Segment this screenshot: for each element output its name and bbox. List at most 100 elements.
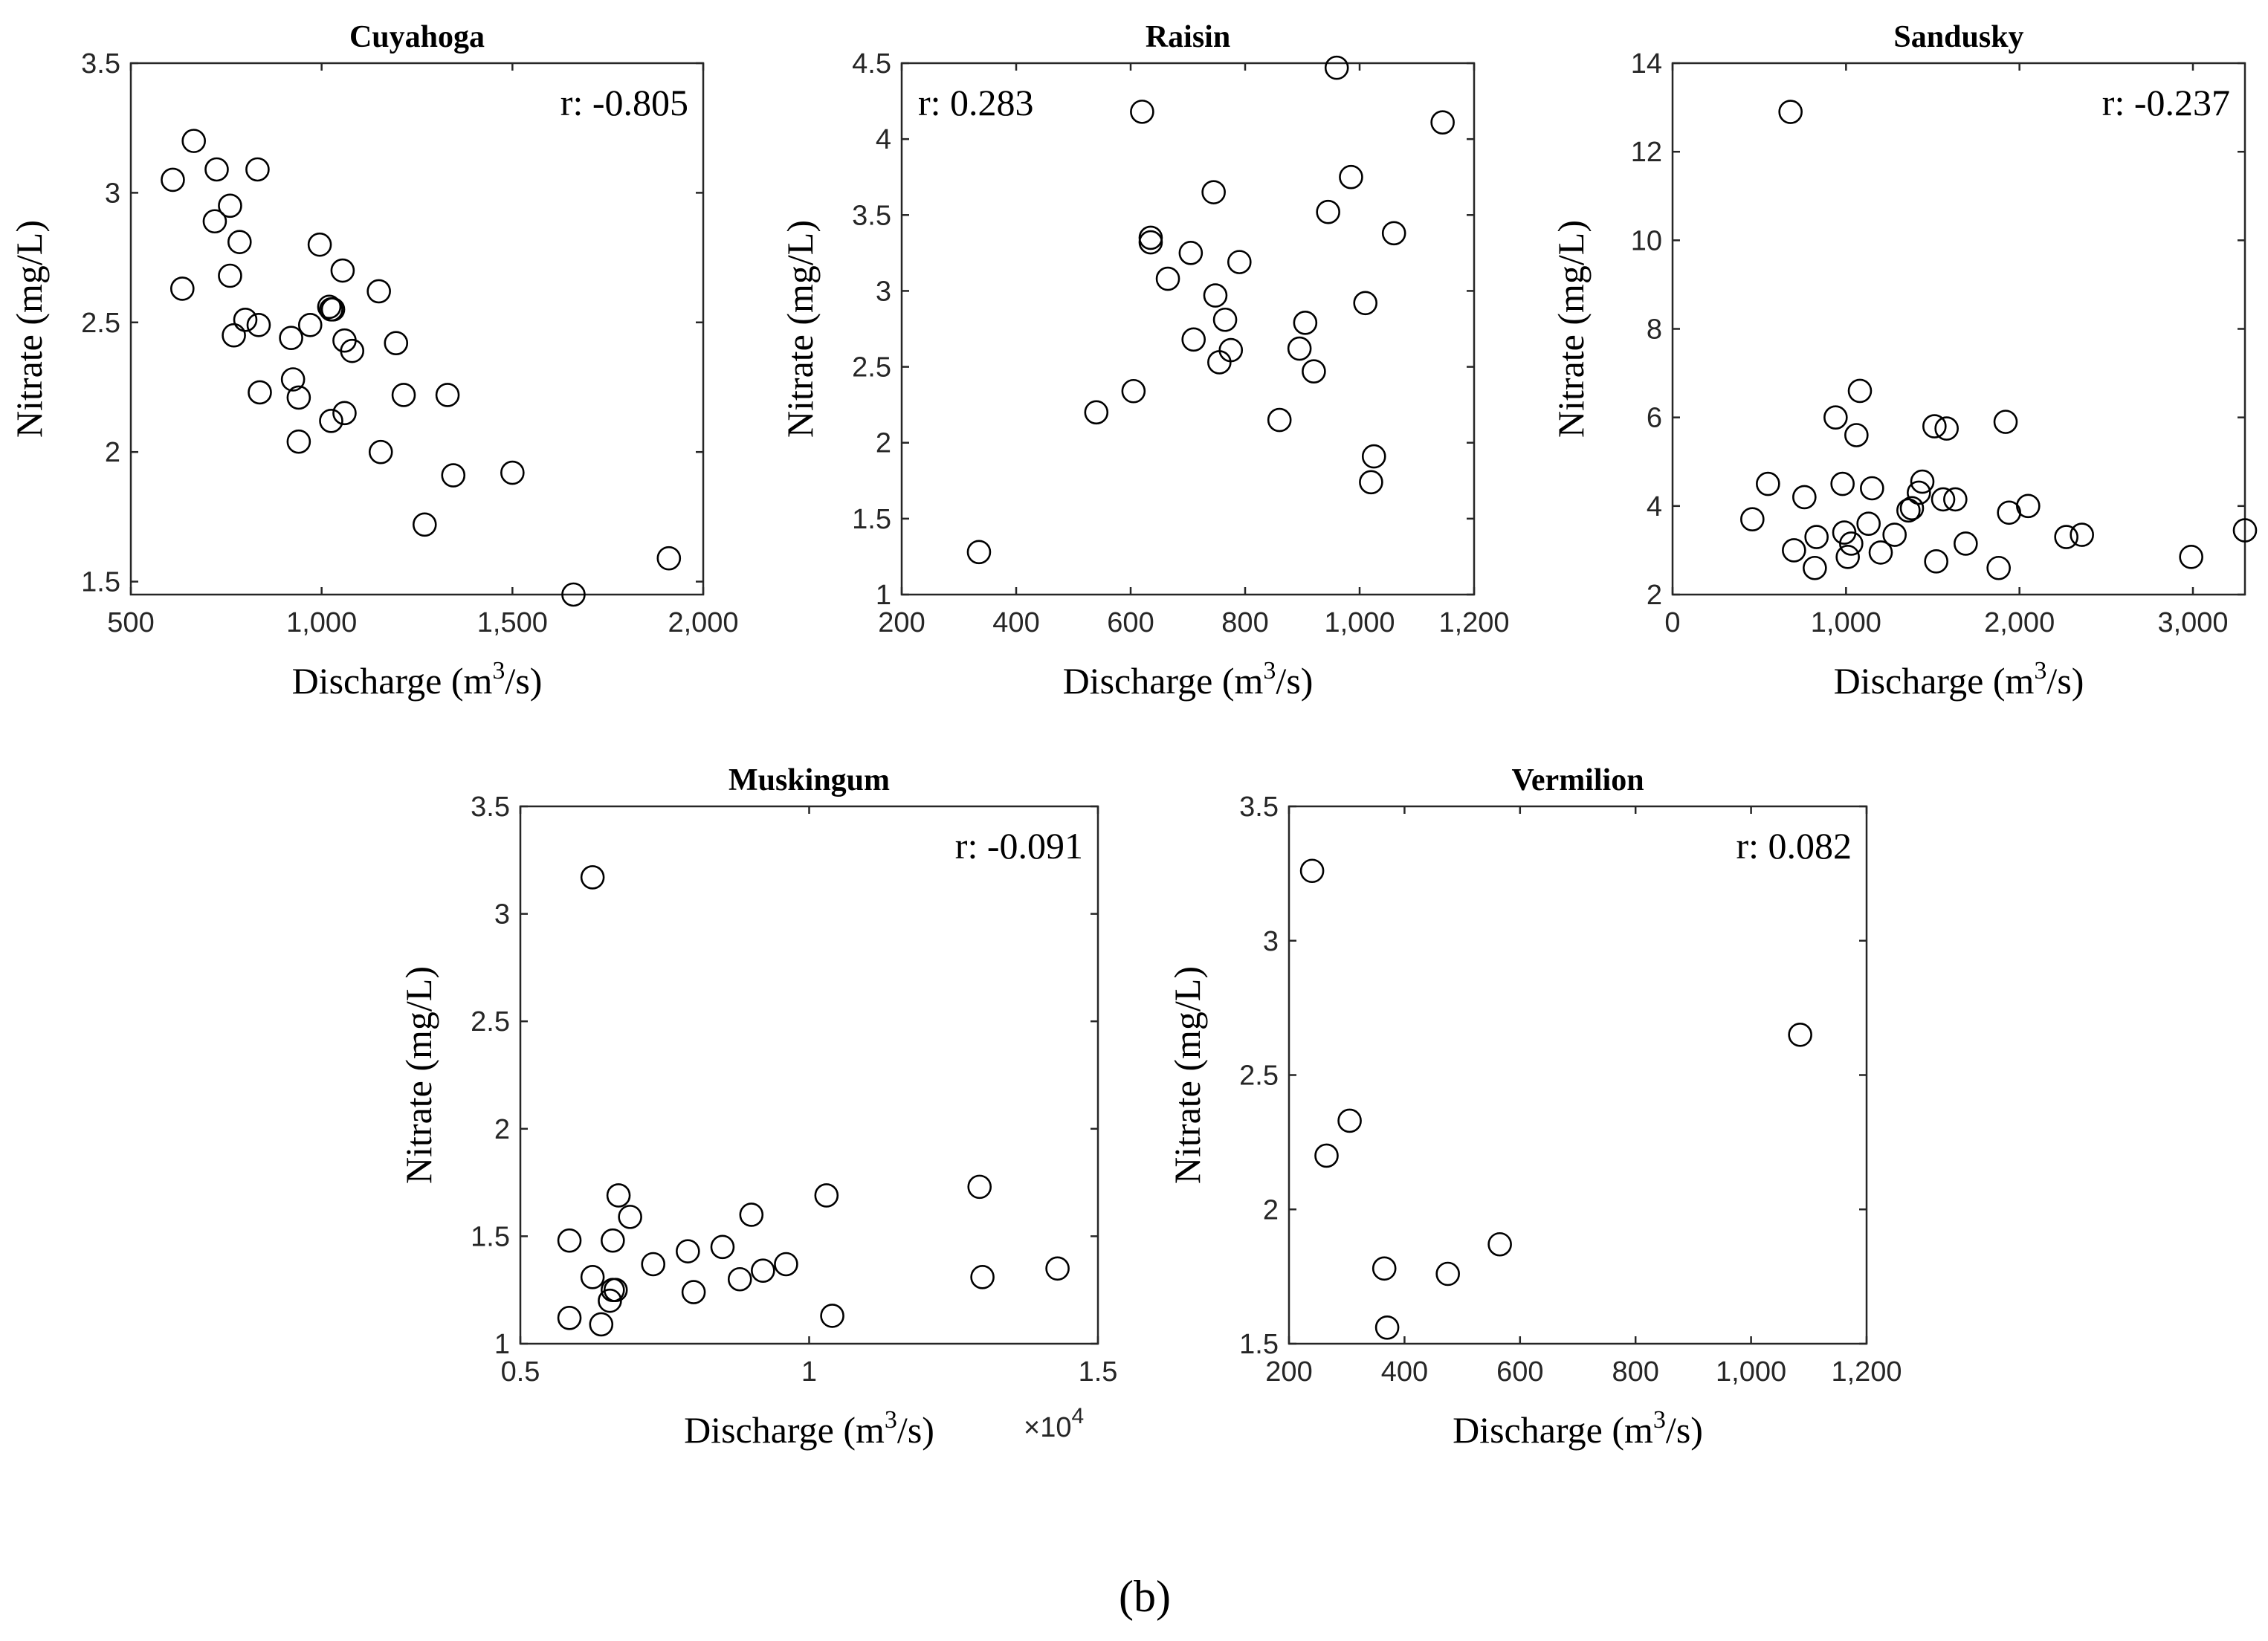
data-point xyxy=(2016,493,2041,519)
x-tick-label: 1,000 xyxy=(1716,1356,1786,1388)
data-point xyxy=(2232,518,2258,543)
correlation-label: r: -0.237 xyxy=(2102,82,2230,123)
data-point xyxy=(1993,410,2018,434)
x-axis-unit: (m xyxy=(442,660,492,702)
data-point xyxy=(1130,100,1154,124)
y-tick-label: 1 xyxy=(876,580,891,611)
x-axis-unit-end: /s) xyxy=(1276,660,1313,702)
data-point xyxy=(1372,1256,1397,1281)
data-point xyxy=(1138,230,1163,255)
plot-frame xyxy=(900,62,1476,596)
x-tick-label: 0 xyxy=(1664,607,1680,638)
x-tick-label: 500 xyxy=(107,607,154,638)
plot-frame xyxy=(519,805,1099,1345)
x-axis-unit-end: /s) xyxy=(2046,660,2084,702)
y-tick-label: 2.5 xyxy=(471,1006,510,1038)
x-axis-label-text: Discharge xyxy=(1063,660,1213,702)
chart-title: Sandusky xyxy=(1893,20,2023,54)
data-point xyxy=(2179,545,2203,569)
x-axis-label: Discharge (m3/s) xyxy=(1453,1406,1703,1451)
y-tick-label: 3.5 xyxy=(1239,792,1279,823)
data-point xyxy=(366,279,391,304)
data-point xyxy=(286,429,311,454)
data-point xyxy=(618,1205,642,1229)
data-point xyxy=(307,232,332,257)
y-axis-label: Nitrate (mg/L) xyxy=(779,220,821,438)
data-point xyxy=(384,331,409,355)
data-point xyxy=(330,258,355,283)
y-tick-label: 3 xyxy=(1263,926,1279,957)
data-point xyxy=(1207,350,1232,375)
chart-title: Vermilion xyxy=(1511,763,1644,797)
correlation-label: r: 0.082 xyxy=(1736,825,1852,867)
data-point xyxy=(1203,283,1228,308)
x-axis-unit: (m xyxy=(834,1409,885,1451)
data-point xyxy=(557,1228,582,1253)
data-point xyxy=(814,1183,839,1208)
data-point xyxy=(297,312,323,337)
y-tick-label: 4.5 xyxy=(852,48,891,80)
data-point xyxy=(966,540,992,565)
data-point xyxy=(1823,405,1848,430)
chart-title: Cuyahoga xyxy=(349,20,485,54)
y-tick-label: 2 xyxy=(1263,1194,1279,1226)
x-tick-label: 2,000 xyxy=(668,607,738,638)
data-point xyxy=(391,383,416,407)
data-point xyxy=(1361,444,1386,469)
data-point xyxy=(1830,471,1855,496)
data-point xyxy=(202,209,227,234)
data-point xyxy=(739,1203,764,1227)
data-point xyxy=(603,1278,628,1302)
y-tick-label: 3.5 xyxy=(471,792,510,823)
x-tick-label: 200 xyxy=(878,607,925,638)
data-point xyxy=(280,367,306,392)
data-point xyxy=(1804,525,1829,549)
x-axis-unit-superscript: 3 xyxy=(885,1406,897,1434)
data-point xyxy=(820,1304,844,1328)
data-point xyxy=(1868,540,1893,565)
x-axis-unit-end: /s) xyxy=(897,1409,934,1451)
y-tick-label: 6 xyxy=(1647,403,1662,434)
x-axis-label-text: Discharge xyxy=(292,660,442,702)
data-point xyxy=(580,865,605,890)
x-tick-label: 1,000 xyxy=(1324,607,1395,638)
data-point xyxy=(970,1265,995,1289)
data-point xyxy=(1178,241,1204,265)
y-tick-label: 2 xyxy=(876,428,891,459)
data-point xyxy=(1337,1108,1362,1133)
y-tick-label: 8 xyxy=(1647,314,1662,346)
x-tick-label: 800 xyxy=(1612,1356,1658,1388)
data-point xyxy=(1359,470,1383,495)
data-point xyxy=(2054,525,2078,549)
panel-sandusky: 0 1,000 2,000 3,000 2 4 6 8 10 12 14 Sandusky Discha… xyxy=(1550,20,2258,702)
x-axis-unit-superscript: 3 xyxy=(2034,657,2046,684)
data-point xyxy=(1788,1022,1812,1047)
panel-cuyahoga: 500 1,000 1,500 2,000 1.5 2 2.5 3 3.5 Cuyahoga Dis… xyxy=(8,20,739,702)
y-tick-label: 3.5 xyxy=(852,200,891,231)
y-axis-label: Nitrate (mg/L) xyxy=(1550,220,1592,438)
data-point xyxy=(1931,487,1956,512)
data-point xyxy=(774,1252,798,1277)
x-tick-label: 1,200 xyxy=(1831,1356,1902,1388)
data-point xyxy=(1324,55,1349,80)
data-point xyxy=(1138,225,1163,250)
chart-title: Muskingum xyxy=(728,763,890,797)
data-point xyxy=(710,1234,735,1260)
x-tick-label: 1,200 xyxy=(1438,607,1509,638)
x-axis-multiplier-exponent: 4 xyxy=(1071,1404,1084,1428)
data-point xyxy=(1835,545,1860,569)
data-point xyxy=(1181,327,1206,352)
x-axis-unit: (m xyxy=(1603,1409,1653,1451)
data-point xyxy=(1839,531,1864,556)
data-point xyxy=(681,1280,706,1304)
data-point xyxy=(1299,858,1325,884)
x-tick-label: 1,000 xyxy=(286,607,357,638)
data-point xyxy=(580,1265,605,1289)
y-tick-label: 3 xyxy=(494,899,510,930)
y-tick-label: 1.5 xyxy=(81,567,120,598)
data-point xyxy=(170,276,195,301)
x-axis-label-text: Discharge xyxy=(1834,660,1984,702)
data-point xyxy=(1430,110,1455,135)
y-tick-label: 3.5 xyxy=(81,48,120,80)
